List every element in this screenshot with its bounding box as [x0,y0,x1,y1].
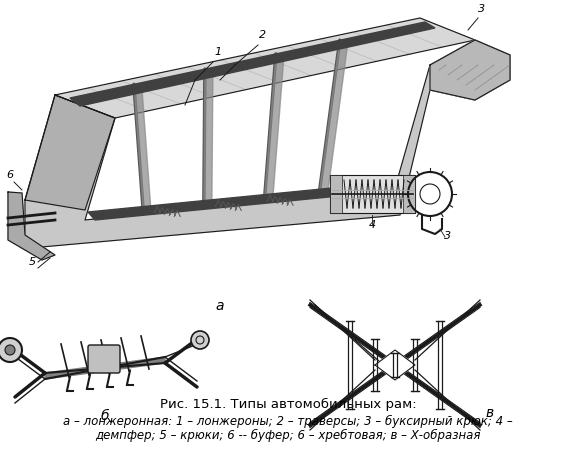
Polygon shape [70,22,435,106]
Circle shape [191,331,209,349]
Text: 1: 1 [214,47,222,57]
Polygon shape [320,40,348,192]
Polygon shape [430,40,510,100]
Text: 4: 4 [369,220,376,230]
Text: Рис. 15.1. Типы автомобильных рам:: Рис. 15.1. Типы автомобильных рам: [160,398,416,411]
Text: а: а [216,299,224,313]
Polygon shape [265,54,284,197]
FancyBboxPatch shape [403,175,415,213]
Text: 6: 6 [6,170,14,180]
Circle shape [5,345,15,355]
Polygon shape [88,182,400,220]
FancyBboxPatch shape [88,345,120,373]
Text: 5: 5 [28,257,36,267]
Text: б: б [101,409,109,423]
Text: а – лонжеронная: 1 – лонжероны; 2 – траверсы; 3 – буксирный крюк; 4 –: а – лонжеронная: 1 – лонжероны; 2 – трав… [63,415,513,428]
Polygon shape [204,69,213,204]
Polygon shape [134,84,151,210]
Polygon shape [25,40,510,248]
FancyBboxPatch shape [330,175,342,213]
FancyBboxPatch shape [330,175,415,213]
Text: демпфер; 5 – крюки; 6 -- буфер; 6 – хребтовая; в – Х-образная: демпфер; 5 – крюки; 6 -- буфер; 6 – хреб… [95,429,481,442]
Text: 3: 3 [479,4,486,14]
Polygon shape [25,95,115,210]
Text: 3: 3 [445,231,452,241]
Polygon shape [55,18,475,118]
Polygon shape [45,357,165,379]
Text: в: в [486,406,494,420]
Polygon shape [8,192,55,260]
Text: 2: 2 [259,30,267,40]
Circle shape [0,338,22,362]
Polygon shape [375,350,415,380]
